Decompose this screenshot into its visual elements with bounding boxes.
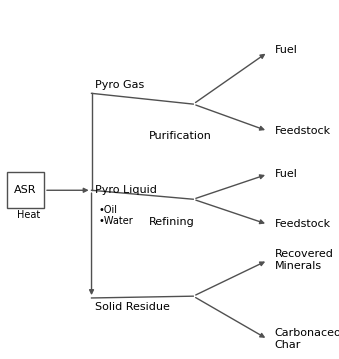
Text: Recovered
Minerals: Recovered Minerals — [275, 250, 334, 271]
FancyBboxPatch shape — [7, 172, 44, 208]
Text: Pyro Gas: Pyro Gas — [95, 80, 144, 90]
Text: Fuel: Fuel — [275, 45, 297, 55]
Text: Fuel: Fuel — [275, 169, 297, 179]
Text: Solid Residue: Solid Residue — [95, 302, 170, 312]
Text: ASR: ASR — [14, 185, 37, 195]
Text: Carbonaceous
Char: Carbonaceous Char — [275, 328, 339, 350]
Text: •Oil
•Water: •Oil •Water — [98, 205, 133, 226]
Text: Heat: Heat — [17, 210, 40, 220]
Text: Pyro Liquid: Pyro Liquid — [95, 185, 157, 195]
Text: Refining: Refining — [149, 217, 195, 227]
Text: Feedstock: Feedstock — [275, 219, 331, 229]
Text: Purification: Purification — [149, 131, 212, 141]
Text: Feedstock: Feedstock — [275, 126, 331, 136]
